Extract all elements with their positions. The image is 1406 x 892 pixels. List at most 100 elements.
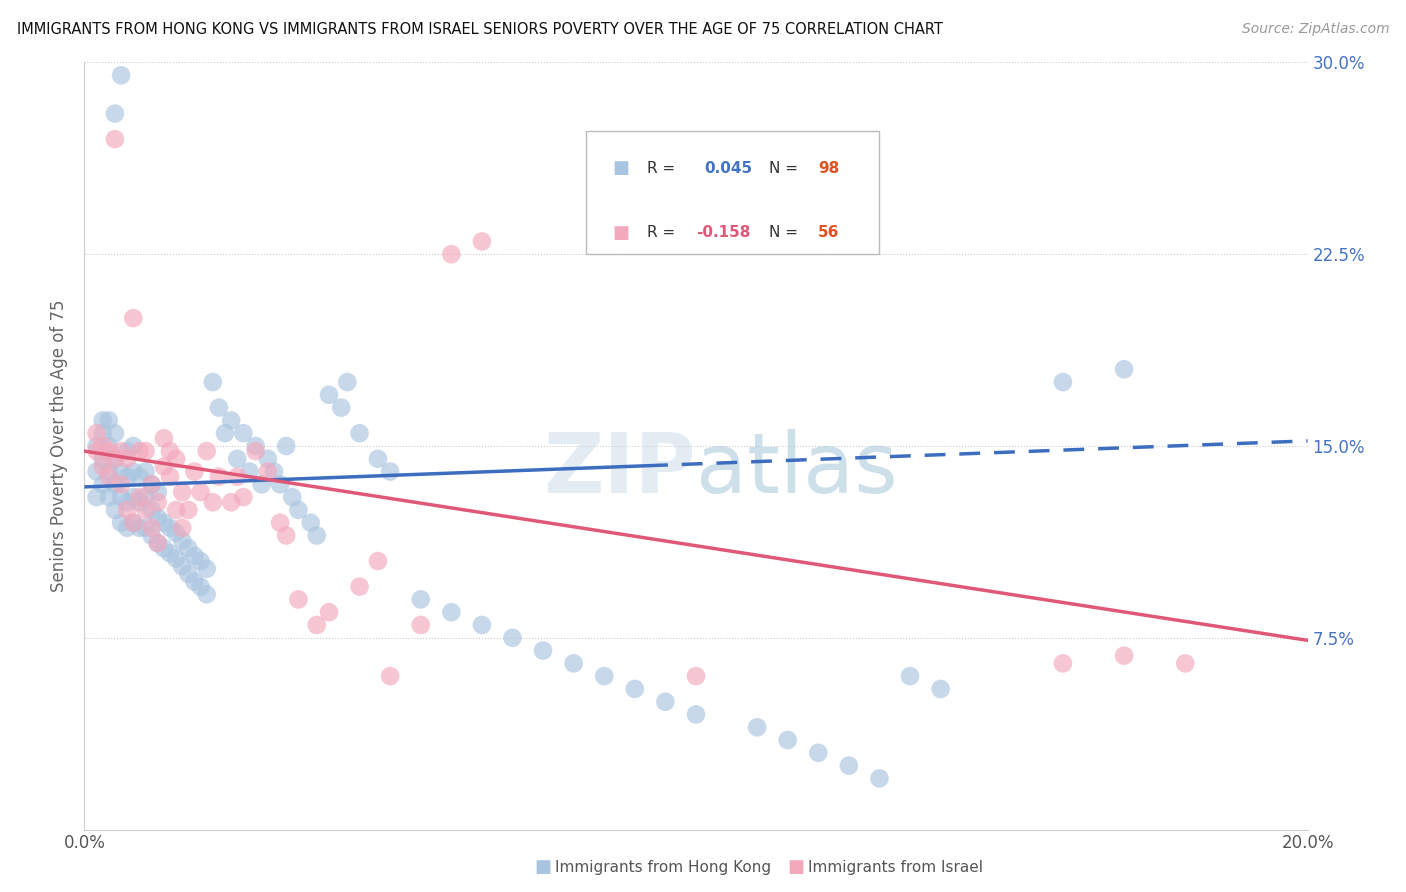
Point xyxy=(869,772,891,786)
Point xyxy=(287,503,309,517)
Point xyxy=(146,485,169,500)
Point xyxy=(122,516,145,530)
Point xyxy=(219,495,242,509)
Point xyxy=(201,495,224,509)
Text: 98: 98 xyxy=(818,161,839,176)
Point xyxy=(183,465,205,479)
Point xyxy=(86,444,108,458)
Point xyxy=(776,733,799,747)
Point xyxy=(195,587,218,601)
Point xyxy=(685,707,707,722)
Point xyxy=(1114,362,1136,376)
Point xyxy=(349,426,371,441)
Point xyxy=(838,758,860,772)
Point xyxy=(208,401,231,415)
Point xyxy=(86,490,108,504)
Point xyxy=(807,746,830,760)
Point xyxy=(502,631,524,645)
Point xyxy=(146,536,169,550)
Point xyxy=(177,503,200,517)
Point xyxy=(104,477,127,491)
Point xyxy=(141,477,163,491)
Point xyxy=(146,536,169,550)
Point xyxy=(122,465,145,479)
Point xyxy=(318,605,340,619)
Point xyxy=(91,413,114,427)
Point xyxy=(86,439,108,453)
Point xyxy=(115,469,138,483)
Point xyxy=(146,510,169,524)
Point xyxy=(257,451,280,466)
Point xyxy=(1174,657,1197,671)
Point xyxy=(165,451,187,466)
Point xyxy=(115,451,138,466)
Point xyxy=(135,444,157,458)
Point xyxy=(128,490,150,504)
Point xyxy=(245,444,267,458)
Point xyxy=(471,235,494,249)
Point xyxy=(172,559,194,574)
Point xyxy=(153,459,176,474)
Point xyxy=(110,68,132,82)
Point xyxy=(190,554,212,568)
Point xyxy=(104,451,127,466)
Point xyxy=(440,605,463,619)
Point xyxy=(183,574,205,589)
Point xyxy=(86,426,108,441)
Point xyxy=(172,533,194,548)
Point xyxy=(153,541,176,556)
Point xyxy=(110,477,132,491)
Point xyxy=(276,439,298,453)
Point xyxy=(135,490,157,504)
Point xyxy=(110,490,132,504)
Y-axis label: Seniors Poverty Over the Age of 75: Seniors Poverty Over the Age of 75 xyxy=(49,300,67,592)
Point xyxy=(349,580,371,594)
Point xyxy=(177,541,200,556)
Point xyxy=(91,459,114,474)
Point xyxy=(471,618,494,632)
Point xyxy=(898,669,921,683)
Point xyxy=(269,477,291,491)
Point xyxy=(201,375,224,389)
Point xyxy=(1052,657,1074,671)
Point xyxy=(122,311,145,326)
Point xyxy=(263,465,285,479)
Point xyxy=(128,495,150,509)
Text: N =: N = xyxy=(769,161,803,176)
Point xyxy=(409,618,432,632)
Point xyxy=(141,503,163,517)
Point xyxy=(624,681,647,696)
Point xyxy=(330,401,353,415)
Text: ■: ■ xyxy=(613,224,630,242)
Point xyxy=(159,444,181,458)
Point xyxy=(440,247,463,261)
Text: IMMIGRANTS FROM HONG KONG VS IMMIGRANTS FROM ISRAEL SENIORS POVERTY OVER THE AGE: IMMIGRANTS FROM HONG KONG VS IMMIGRANTS … xyxy=(17,22,943,37)
Point xyxy=(409,592,432,607)
Point xyxy=(97,444,120,458)
Text: ■: ■ xyxy=(534,858,551,876)
Point xyxy=(238,465,260,479)
Point xyxy=(226,469,249,483)
Text: atlas: atlas xyxy=(696,428,897,509)
Point xyxy=(115,444,138,458)
Point xyxy=(281,490,304,504)
Point xyxy=(226,451,249,466)
Point xyxy=(135,465,157,479)
Point xyxy=(97,490,120,504)
Point xyxy=(208,469,231,483)
Point xyxy=(195,444,218,458)
Text: 0.045: 0.045 xyxy=(704,161,752,176)
Point xyxy=(128,469,150,483)
Point xyxy=(531,643,554,657)
Point xyxy=(190,485,212,500)
Point xyxy=(232,490,254,504)
Point xyxy=(593,669,616,683)
Text: ■: ■ xyxy=(787,858,804,876)
Point xyxy=(110,516,132,530)
Point xyxy=(1052,375,1074,389)
Point xyxy=(91,439,114,453)
Point xyxy=(97,469,120,483)
Point xyxy=(165,551,187,566)
Point xyxy=(183,549,205,563)
Point xyxy=(929,681,952,696)
